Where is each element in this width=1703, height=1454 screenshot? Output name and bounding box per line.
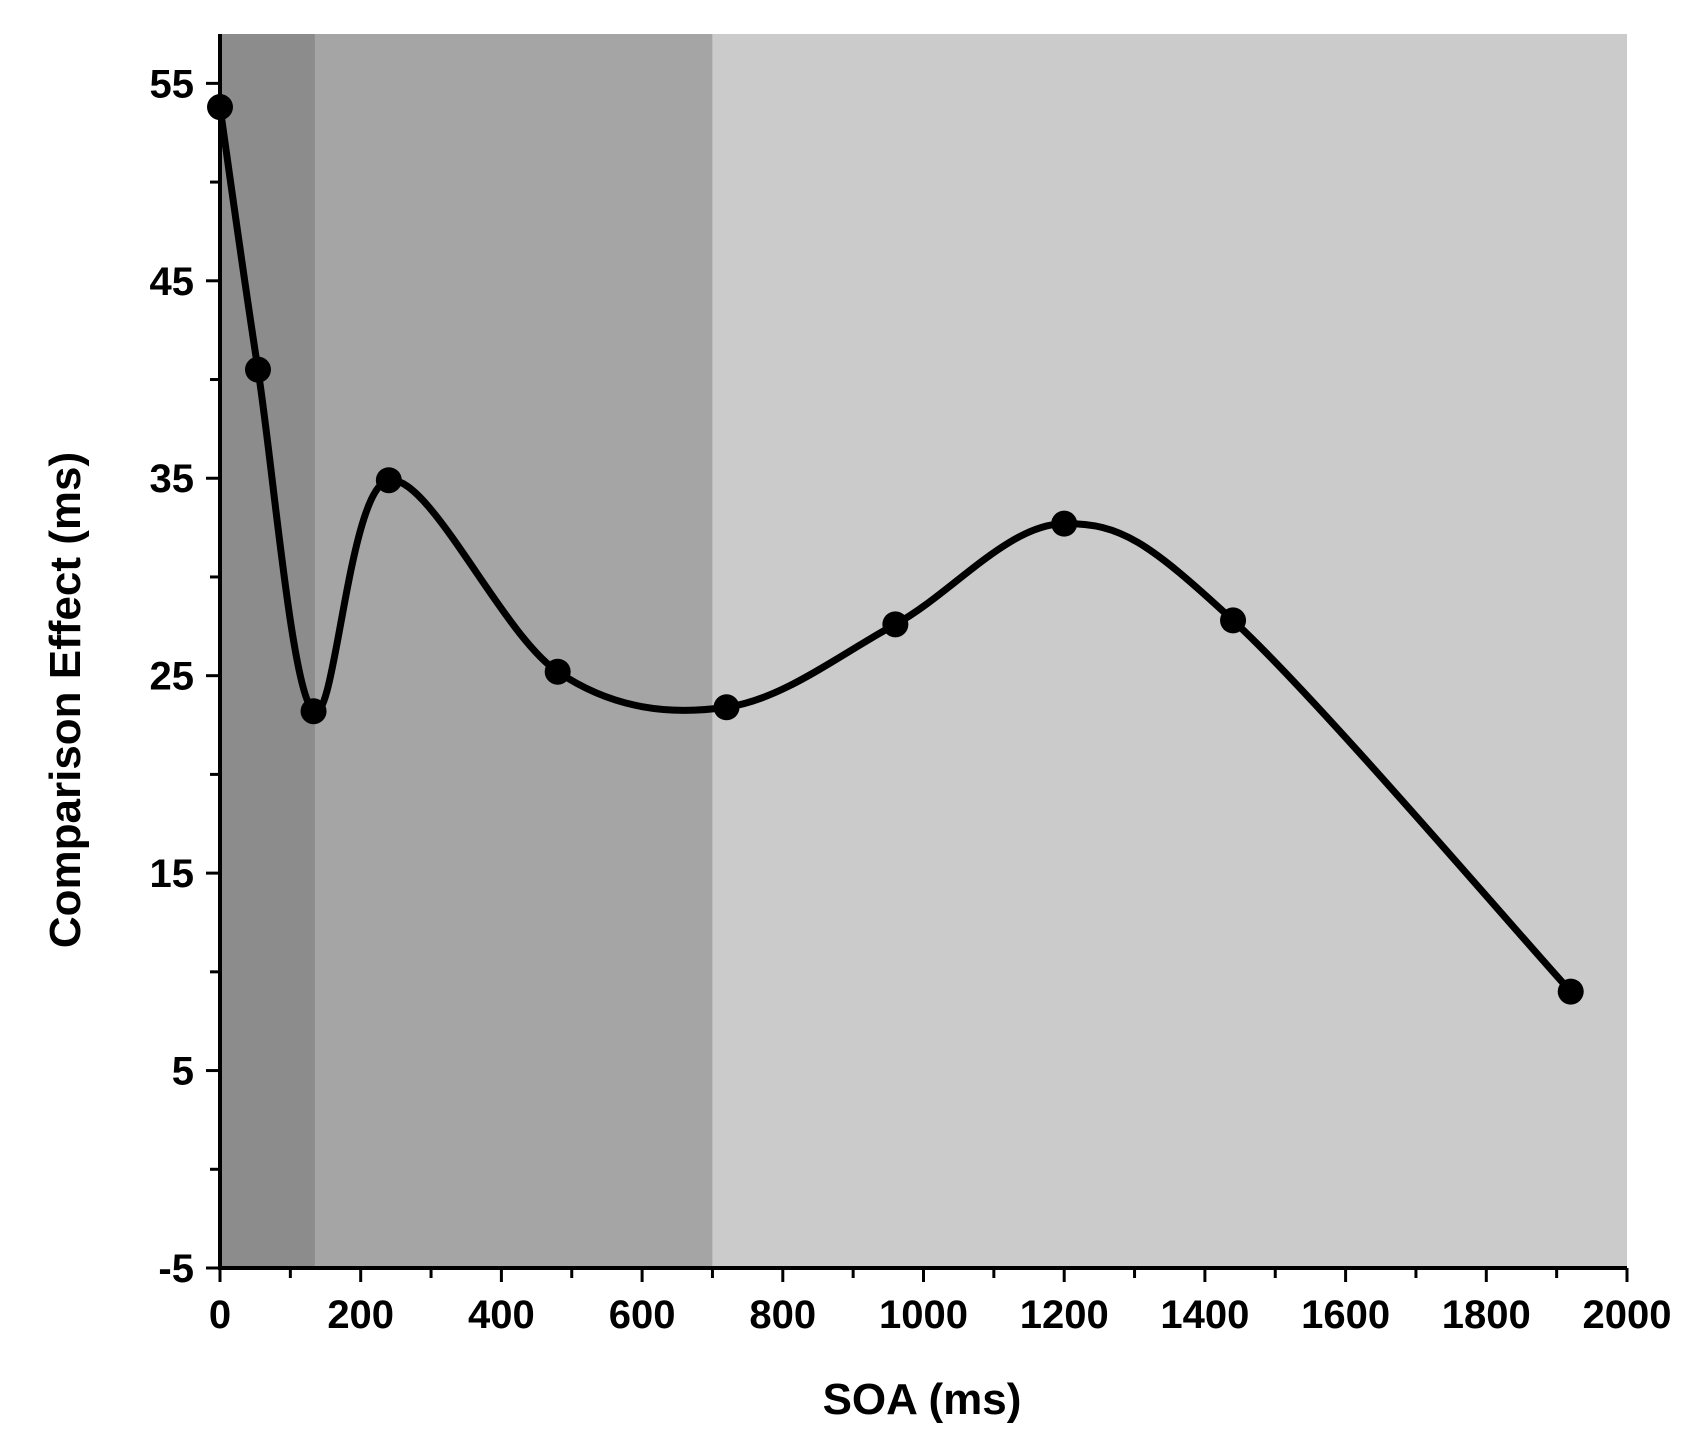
y-tick-labels: -5 5 15 25 35 45 55 (150, 62, 195, 1291)
x-tick-label: 1600 (1301, 1293, 1390, 1337)
x-tick-label: 800 (749, 1293, 816, 1337)
x-tick-label: 0 (209, 1293, 231, 1337)
data-point (1220, 607, 1247, 634)
y-axis-title: Comparison Effect (ms) (41, 452, 90, 948)
data-point (544, 658, 571, 685)
y-tick-label: 45 (150, 260, 195, 304)
data-point (375, 467, 402, 494)
background-bands (220, 34, 1627, 1268)
data-point (1557, 978, 1584, 1005)
ticks (206, 81, 1629, 1282)
data-point (207, 94, 233, 121)
background-band-3 (712, 34, 1627, 1268)
x-tick-label: 1400 (1160, 1293, 1249, 1337)
y-tick-label: -5 (158, 1247, 194, 1291)
series-line (216, 106, 1574, 994)
x-tick-label: 400 (468, 1293, 535, 1337)
data-point (882, 611, 909, 638)
y-tick-label: 5 (172, 1050, 194, 1094)
data-point (713, 694, 740, 721)
x-tick-label: 1800 (1442, 1293, 1531, 1337)
x-tick-label: 600 (609, 1293, 676, 1337)
y-tick-label: 55 (150, 62, 195, 106)
background-band-2 (314, 34, 713, 1268)
x-tick-labels: 0 200 400 600 800 1000 1200 1400 1600 1800 2000 (209, 1293, 1672, 1337)
data-point (300, 698, 327, 725)
x-axis-title: SOA (ms) (823, 1375, 1022, 1424)
x-tick-label: 1200 (1020, 1293, 1109, 1337)
x-tick-label: 200 (327, 1293, 394, 1337)
y-tick-label: 35 (150, 457, 195, 501)
x-tick-label: 2000 (1583, 1293, 1672, 1337)
x-tick-label: 1000 (879, 1293, 968, 1337)
data-point (244, 356, 271, 383)
data-point (1051, 510, 1078, 537)
y-tick-label: 25 (150, 655, 195, 699)
y-tick-label: 15 (150, 852, 195, 896)
series (207, 94, 1584, 1005)
